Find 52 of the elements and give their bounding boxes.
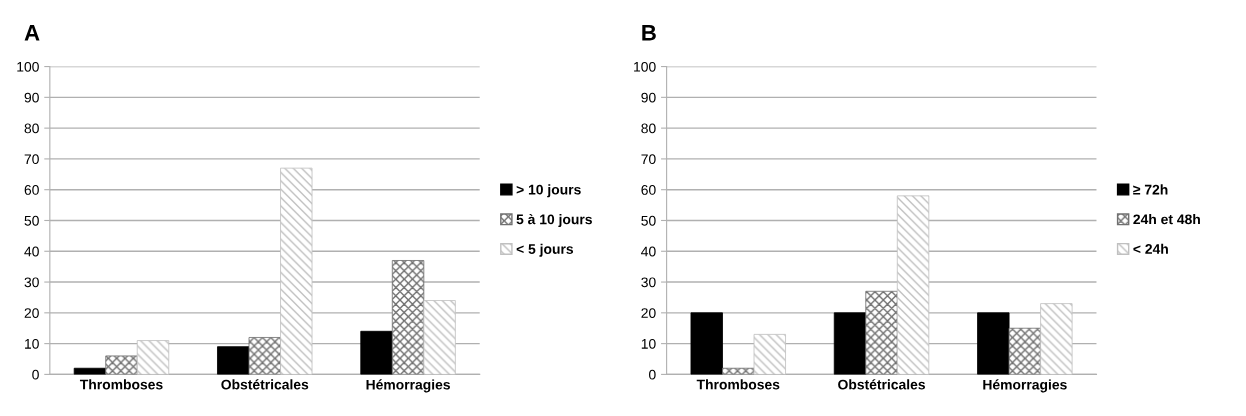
- y-tick-label: 0: [32, 369, 39, 380]
- x-tick-label: Thromboses: [79, 379, 163, 390]
- legend-label: < 24h: [1133, 243, 1168, 254]
- bar: [391, 260, 425, 375]
- x-tick-label: Thromboses: [696, 379, 780, 390]
- chart-title: A: [24, 25, 40, 41]
- y-tick-label: 0: [649, 369, 656, 380]
- x-tick-label: Hémorragies: [983, 379, 1067, 393]
- y-tick-label: 80: [24, 123, 39, 134]
- y-tick-label: 20: [24, 308, 39, 318]
- y-tick-label: 60: [24, 185, 39, 195]
- y-tick-label: 70: [641, 154, 656, 165]
- bar: [896, 195, 930, 375]
- x-tick-label: Hémorragies: [366, 379, 450, 393]
- y-tick-label: 50: [24, 215, 39, 226]
- bar: [1040, 303, 1073, 375]
- bar: [753, 333, 786, 375]
- bar: [105, 355, 138, 375]
- y-tick-label: 70: [24, 154, 39, 165]
- y-tick-label: 10: [25, 338, 39, 349]
- bar: [360, 330, 393, 375]
- y-tick-label: 10: [641, 338, 656, 349]
- y-tick-label: 40: [641, 246, 656, 257]
- bar: [248, 337, 281, 375]
- x-tick-label: Obstétricales: [838, 379, 925, 390]
- legend-label: 5 à 10 jours: [516, 213, 592, 228]
- y-tick-label: 100: [634, 61, 656, 72]
- bar: [1008, 327, 1042, 375]
- bar: [217, 346, 250, 375]
- bar: [136, 340, 170, 375]
- y-tick-label: 100: [17, 61, 39, 72]
- bar: [280, 167, 313, 375]
- legend-label: > 10 jours: [516, 184, 581, 198]
- bar: [690, 312, 723, 375]
- y-tick-label: 20: [641, 308, 656, 318]
- y-tick-label: 60: [641, 185, 656, 195]
- chart-title: B: [642, 25, 656, 41]
- bar: [423, 300, 456, 375]
- legend-label: ≥ 72h: [1133, 184, 1168, 195]
- legend-label: 24h et 48h: [1133, 214, 1200, 225]
- y-tick-label: 40: [24, 246, 39, 257]
- y-tick-label: 90: [641, 92, 656, 103]
- y-tick-label: 90: [24, 92, 39, 103]
- bar: [833, 312, 867, 375]
- y-tick-label: 80: [641, 123, 656, 134]
- x-tick-label: Obstétricales: [221, 379, 309, 390]
- y-tick-label: 30: [24, 277, 39, 288]
- bar: [977, 312, 1010, 375]
- y-tick-label: 30: [641, 277, 656, 288]
- legend-label: < 5 jours: [516, 243, 574, 257]
- bar: [865, 290, 898, 375]
- y-tick-label: 50: [641, 215, 656, 226]
